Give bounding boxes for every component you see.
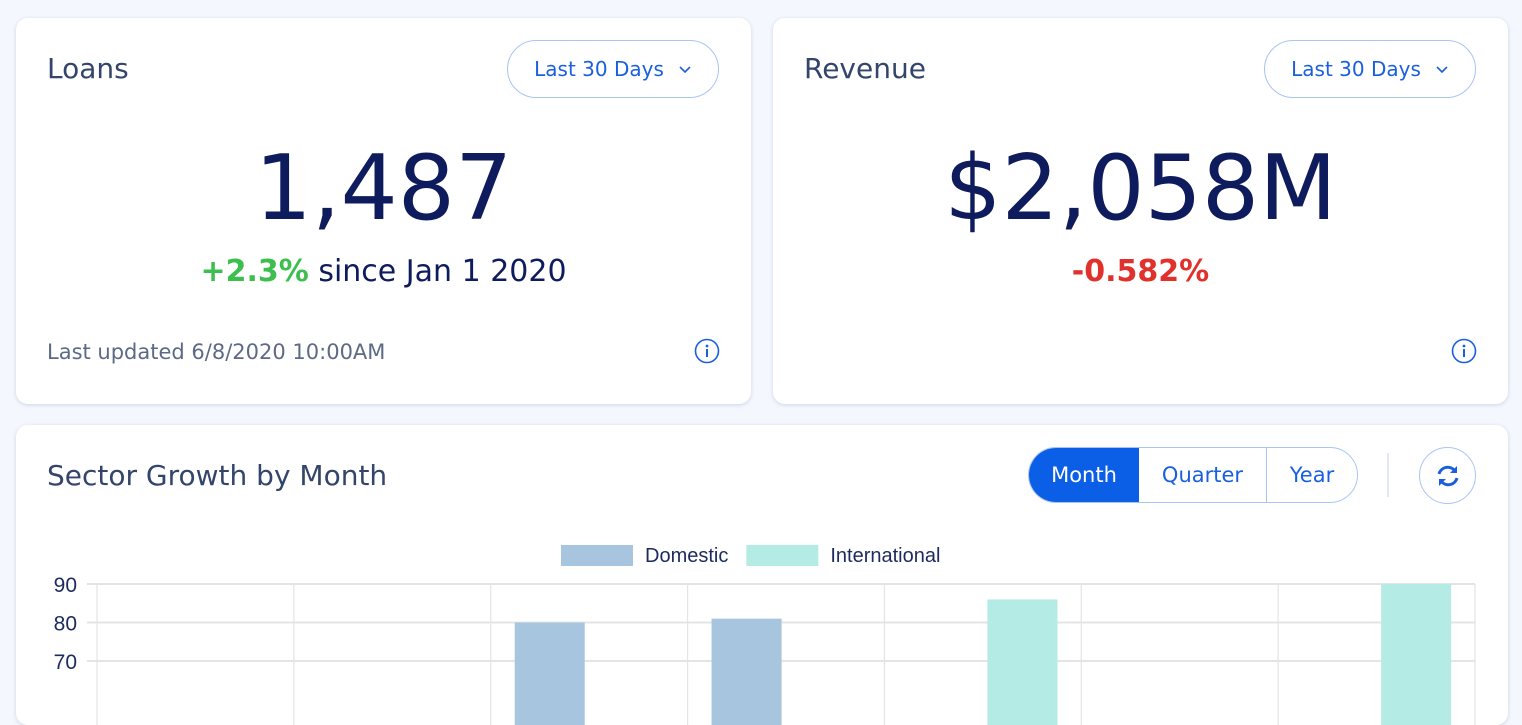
chevron-down-icon [1435,64,1449,74]
divider [1387,453,1389,497]
legend-label: International [830,545,940,567]
loans-value: 1,487 [16,136,751,241]
revenue-change: -0.582% [773,254,1508,289]
bar-domestic [712,619,782,725]
toggle-month[interactable]: Month [1029,448,1139,502]
toggle-quarter[interactable]: Quarter [1139,448,1267,502]
loans-range-dropdown[interactable]: Last 30 Days [507,40,719,98]
sector-growth-card: Sector Growth by Month Month Quarter Yea… [16,425,1508,725]
loans-card: Loans Last 30 Days 1,487 +2.3% since Jan… [16,18,751,404]
change-percent: +2.3% [200,254,308,289]
legend-swatch [561,545,633,566]
legend-label: Domestic [645,545,728,567]
bar-international [1381,584,1451,725]
card-title: Revenue [804,52,926,85]
bar-domestic [515,623,585,725]
refresh-button[interactable] [1419,447,1476,504]
y-tick-label: 80 [54,613,77,636]
bar-international [987,599,1057,725]
card-title: Loans [47,52,129,85]
info-icon[interactable] [694,338,720,364]
revenue-range-dropdown[interactable]: Last 30 Days [1264,40,1476,98]
revenue-value: $2,058M [773,136,1508,241]
y-tick-label: 90 [54,574,77,597]
dropdown-label: Last 30 Days [1291,57,1421,81]
revenue-card: Revenue Last 30 Days $2,058M -0.582% [773,18,1508,404]
period-toggle: Month Quarter Year [1028,447,1358,503]
refresh-icon [1435,463,1461,489]
last-updated: Last updated 6/8/2020 10:00AM [47,340,385,364]
dropdown-label: Last 30 Days [534,57,664,81]
card-title: Sector Growth by Month [47,459,387,492]
y-tick-label: 70 [54,651,77,674]
info-icon[interactable] [1451,338,1477,364]
sector-growth-chart: Domestic International 90 80 70 [16,525,1508,725]
change-suffix: since Jan 1 2020 [309,254,567,289]
legend-swatch [746,545,818,566]
change-percent: -0.582% [1072,254,1209,289]
loans-change: +2.3% since Jan 1 2020 [16,254,751,289]
toggle-year[interactable]: Year [1267,448,1357,502]
chevron-down-icon [678,64,692,74]
